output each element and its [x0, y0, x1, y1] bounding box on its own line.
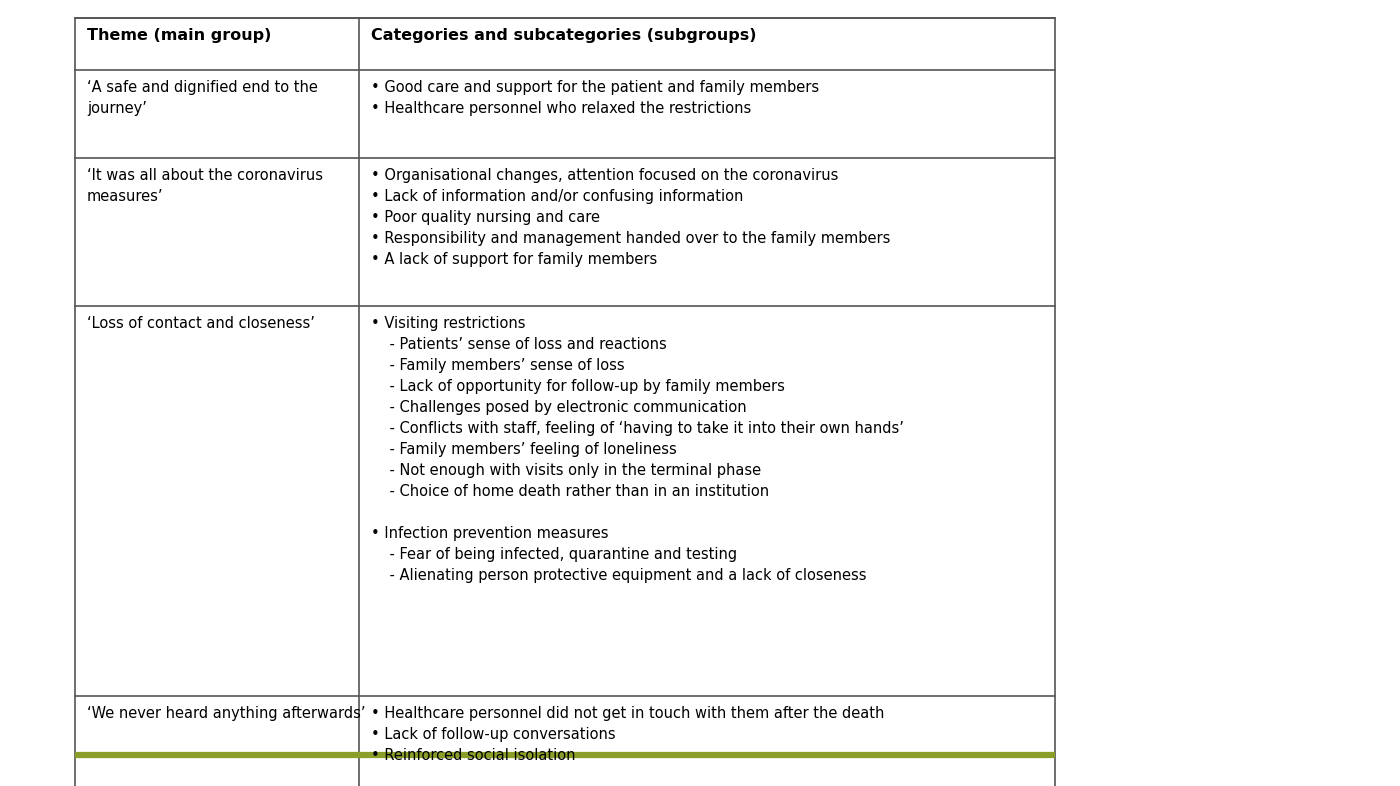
Text: • Organisational changes, attention focused on the coronavirus
• Lack of informa: • Organisational changes, attention focu…: [371, 168, 890, 267]
Text: Theme (main group): Theme (main group): [87, 28, 272, 43]
Bar: [76, 18, 1056, 786]
Text: ‘A safe and dignified end to the
journey’: ‘A safe and dignified end to the journey…: [87, 80, 318, 116]
Text: Categories and subcategories (subgroups): Categories and subcategories (subgroups): [371, 28, 756, 43]
Text: • Visiting restrictions
    - Patients’ sense of loss and reactions
    - Family: • Visiting restrictions - Patients’ sens…: [371, 316, 904, 583]
Text: ‘Loss of contact and closeness’: ‘Loss of contact and closeness’: [87, 316, 315, 331]
Text: ‘It was all about the coronavirus
measures’: ‘It was all about the coronavirus measur…: [87, 168, 323, 204]
Text: ‘We never heard anything afterwards’: ‘We never heard anything afterwards’: [87, 706, 365, 721]
Text: • Good care and support for the patient and family members
• Healthcare personne: • Good care and support for the patient …: [371, 80, 819, 116]
Text: • Healthcare personnel did not get in touch with them after the death
• Lack of : • Healthcare personnel did not get in to…: [371, 706, 885, 763]
